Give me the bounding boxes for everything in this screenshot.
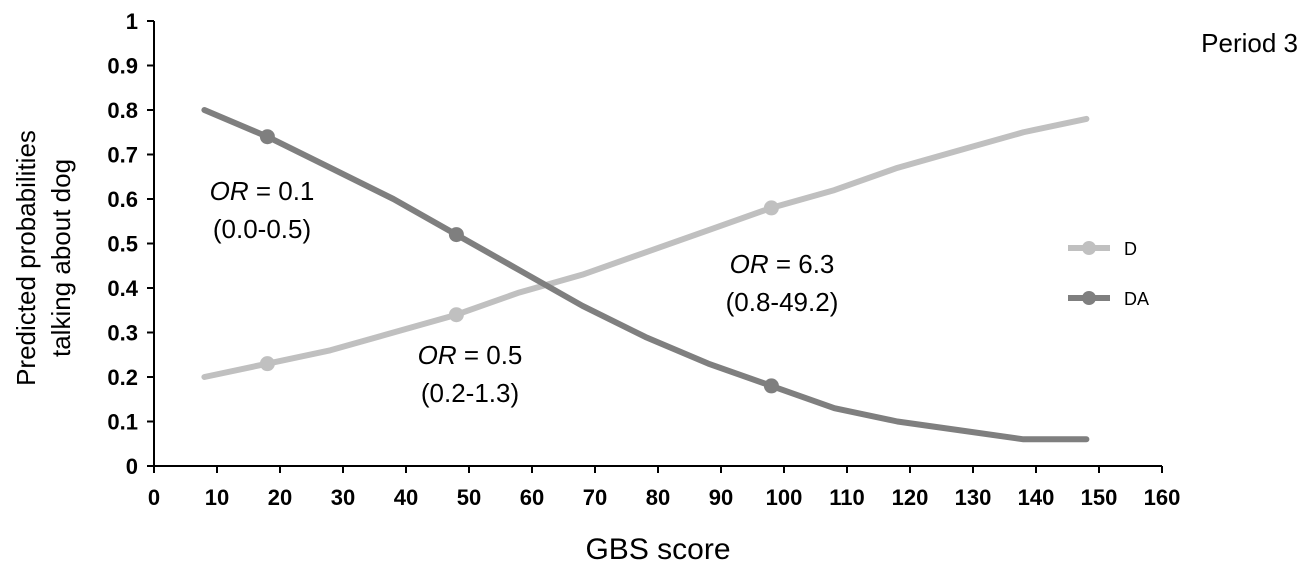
svg-text:OR = 0.5: OR = 0.5	[418, 340, 523, 370]
annotation-or-1: OR = 0.1 (0.0-0.5)	[210, 176, 315, 244]
y-tick-label: 0.3	[107, 321, 138, 346]
x-tick-label: 100	[766, 485, 803, 510]
annotation-3-or-value: = 6.3	[769, 249, 835, 279]
y-tick-label: 0.5	[107, 232, 138, 257]
x-tick-label: 0	[148, 485, 160, 510]
annotation-1-or-label: OR	[210, 176, 249, 206]
annotation-1-or-value: = 0.1	[249, 176, 315, 206]
annotation-3-ci: (0.8-49.2)	[726, 287, 839, 317]
x-tick-label: 120	[892, 485, 929, 510]
x-tick-label: 70	[583, 485, 607, 510]
x-tick-label: 80	[646, 485, 670, 510]
y-axis-title-line-2: talking about dog	[46, 159, 76, 357]
chart-title: Period 3	[1201, 28, 1298, 58]
data-point-d	[448, 307, 464, 323]
x-tick-label: 140	[1018, 485, 1055, 510]
series-d	[201, 115, 1090, 380]
x-tick-label: 160	[1144, 485, 1181, 510]
x-tick-label: 60	[520, 485, 544, 510]
legend-label-da: DA	[1124, 289, 1149, 309]
data-point-d	[763, 200, 779, 216]
legend-label-d: D	[1124, 239, 1137, 259]
x-tick-label: 10	[205, 485, 229, 510]
y-tick-label: 0.8	[107, 98, 138, 123]
y-tick-label: 0.9	[107, 54, 138, 79]
x-tick-label: 40	[394, 485, 418, 510]
data-point-da	[763, 378, 779, 394]
y-tick-label: 0	[126, 454, 138, 479]
data-point-da	[448, 227, 464, 243]
svg-text:OR = 0.1: OR = 0.1	[210, 176, 315, 206]
series-line-da	[201, 107, 1090, 443]
x-tick-label: 30	[331, 485, 355, 510]
svg-text:OR = 6.3: OR = 6.3	[730, 249, 835, 279]
y-tick-label: 0.4	[107, 276, 138, 301]
y-axis-title-line-1: Predicted probabilities	[11, 130, 41, 386]
y-tick-label: 0.7	[107, 143, 138, 168]
y-tick-label: 0.2	[107, 365, 138, 390]
x-tick-label: 20	[268, 485, 292, 510]
annotation-2-ci: (0.2-1.3)	[421, 378, 519, 408]
series-da	[201, 107, 1090, 443]
y-tick-label: 1	[126, 9, 138, 34]
series-layer	[201, 107, 1090, 443]
annotation-or-3: OR = 6.3 (0.8-49.2)	[726, 249, 839, 317]
data-point-da	[259, 129, 275, 145]
legend: D DA	[1068, 239, 1149, 309]
legend-item-d: D	[1068, 239, 1137, 259]
annotation-3-or-label: OR	[730, 249, 769, 279]
data-point-d	[259, 356, 275, 372]
legend-item-da: DA	[1068, 289, 1149, 309]
y-tick-label: 0.6	[107, 187, 138, 212]
x-tick-label: 110	[829, 485, 865, 510]
annotation-1-ci: (0.0-0.5)	[213, 214, 311, 244]
legend-marker-da	[1082, 291, 1096, 305]
x-tick-label: 50	[457, 485, 481, 510]
x-axis-title: GBS score	[585, 533, 730, 563]
x-tick-label: 90	[709, 485, 733, 510]
y-tick-label: 0.1	[107, 410, 138, 435]
x-tick-label: 150	[1081, 485, 1118, 510]
annotation-2-or-value: = 0.5	[457, 340, 523, 370]
legend-marker-d	[1082, 241, 1096, 255]
x-tick-label: 130	[955, 485, 992, 510]
series-line-d	[201, 115, 1090, 380]
annotation-2-or-label: OR	[418, 340, 457, 370]
annotation-or-2: OR = 0.5 (0.2-1.3)	[418, 340, 523, 408]
axes: 00.10.20.30.40.50.60.70.80.910 10 20 30 40 50…	[107, 9, 1180, 510]
